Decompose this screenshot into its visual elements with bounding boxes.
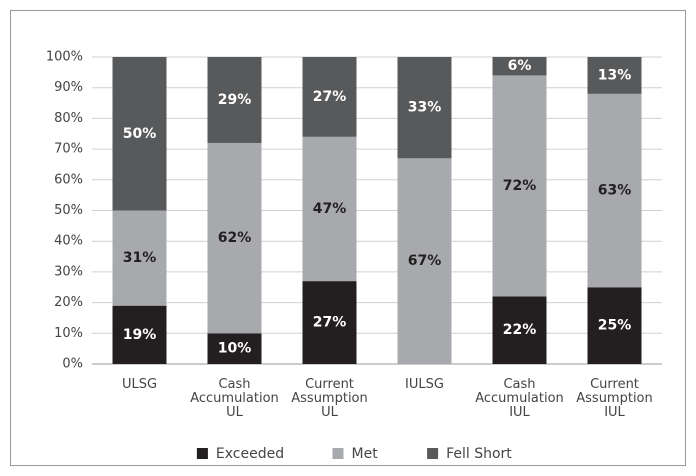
- bar-segment: [397, 158, 452, 364]
- x-tick-label: ULSG: [122, 377, 157, 392]
- value-label: 67%: [408, 253, 442, 269]
- bar-segment: [587, 93, 642, 288]
- value-label: 6%: [508, 58, 532, 74]
- bar-segment: [112, 57, 167, 211]
- value-label: 25%: [598, 318, 632, 334]
- bar-segment: [492, 75, 547, 297]
- x-tick-label: Current Assumption IUL: [576, 377, 653, 420]
- x-tick-label: Cash Accumulation IUL: [475, 377, 564, 420]
- legend-swatch: [427, 448, 439, 459]
- y-tick-label: 50%: [54, 203, 83, 218]
- value-label: 13%: [598, 67, 632, 83]
- y-tick-label: 70%: [54, 142, 83, 157]
- y-tick-label: 30%: [54, 264, 83, 279]
- bar-segment: [587, 57, 642, 94]
- x-tick-label: IULSG: [405, 377, 444, 392]
- legend-label: Fell Short: [446, 446, 512, 462]
- value-label: 27%: [313, 315, 347, 331]
- legend-swatch: [332, 448, 344, 459]
- bar-segment: [587, 287, 642, 364]
- bar-segment: [207, 333, 262, 364]
- x-tick-label: Current Assumption UL: [291, 377, 368, 420]
- legend-label: Met: [352, 446, 379, 462]
- value-label: 31%: [123, 250, 157, 266]
- value-label: 33%: [408, 100, 442, 116]
- y-tick-label: 40%: [54, 234, 83, 249]
- bar-segment: [207, 57, 262, 143]
- x-tick-label: Cash Accumulation UL: [190, 377, 279, 420]
- bar-segment: [302, 57, 357, 137]
- labels: 0% 10% 20% 30% 40% 50% 60% 70% 80% 90% 100% ULSG 19%…: [46, 50, 653, 463]
- value-label: 19%: [123, 327, 157, 343]
- value-label: 29%: [218, 92, 252, 108]
- y-tick-label: 90%: [54, 80, 83, 95]
- bar-segment: [207, 142, 262, 334]
- y-tick-label: 100%: [46, 50, 83, 65]
- value-label: 27%: [313, 89, 347, 105]
- y-tick-label: 60%: [54, 172, 83, 187]
- bar-segment: [492, 57, 547, 76]
- bar-segment: [492, 296, 547, 364]
- value-label: 62%: [218, 230, 252, 246]
- value-label: 22%: [503, 322, 537, 338]
- y-tick-label: 20%: [54, 295, 83, 310]
- y-tick-label: 10%: [54, 326, 83, 341]
- value-label: 63%: [598, 183, 632, 199]
- bar-segment: [112, 305, 167, 364]
- bar-segment: [112, 210, 167, 306]
- bars: [112, 57, 642, 364]
- value-label: 72%: [503, 178, 537, 194]
- value-label: 47%: [313, 201, 347, 217]
- value-label: 10%: [218, 341, 252, 357]
- grid: [92, 56, 662, 365]
- bar-segment: [302, 136, 357, 282]
- bar-segment: [397, 57, 452, 159]
- legend-label: Exceeded: [216, 446, 284, 462]
- y-tick-label: 0%: [62, 357, 83, 372]
- value-label: 50%: [123, 126, 157, 142]
- legend-swatch: [196, 448, 208, 459]
- bar-segment: [302, 281, 357, 364]
- y-tick-label: 80%: [54, 111, 83, 126]
